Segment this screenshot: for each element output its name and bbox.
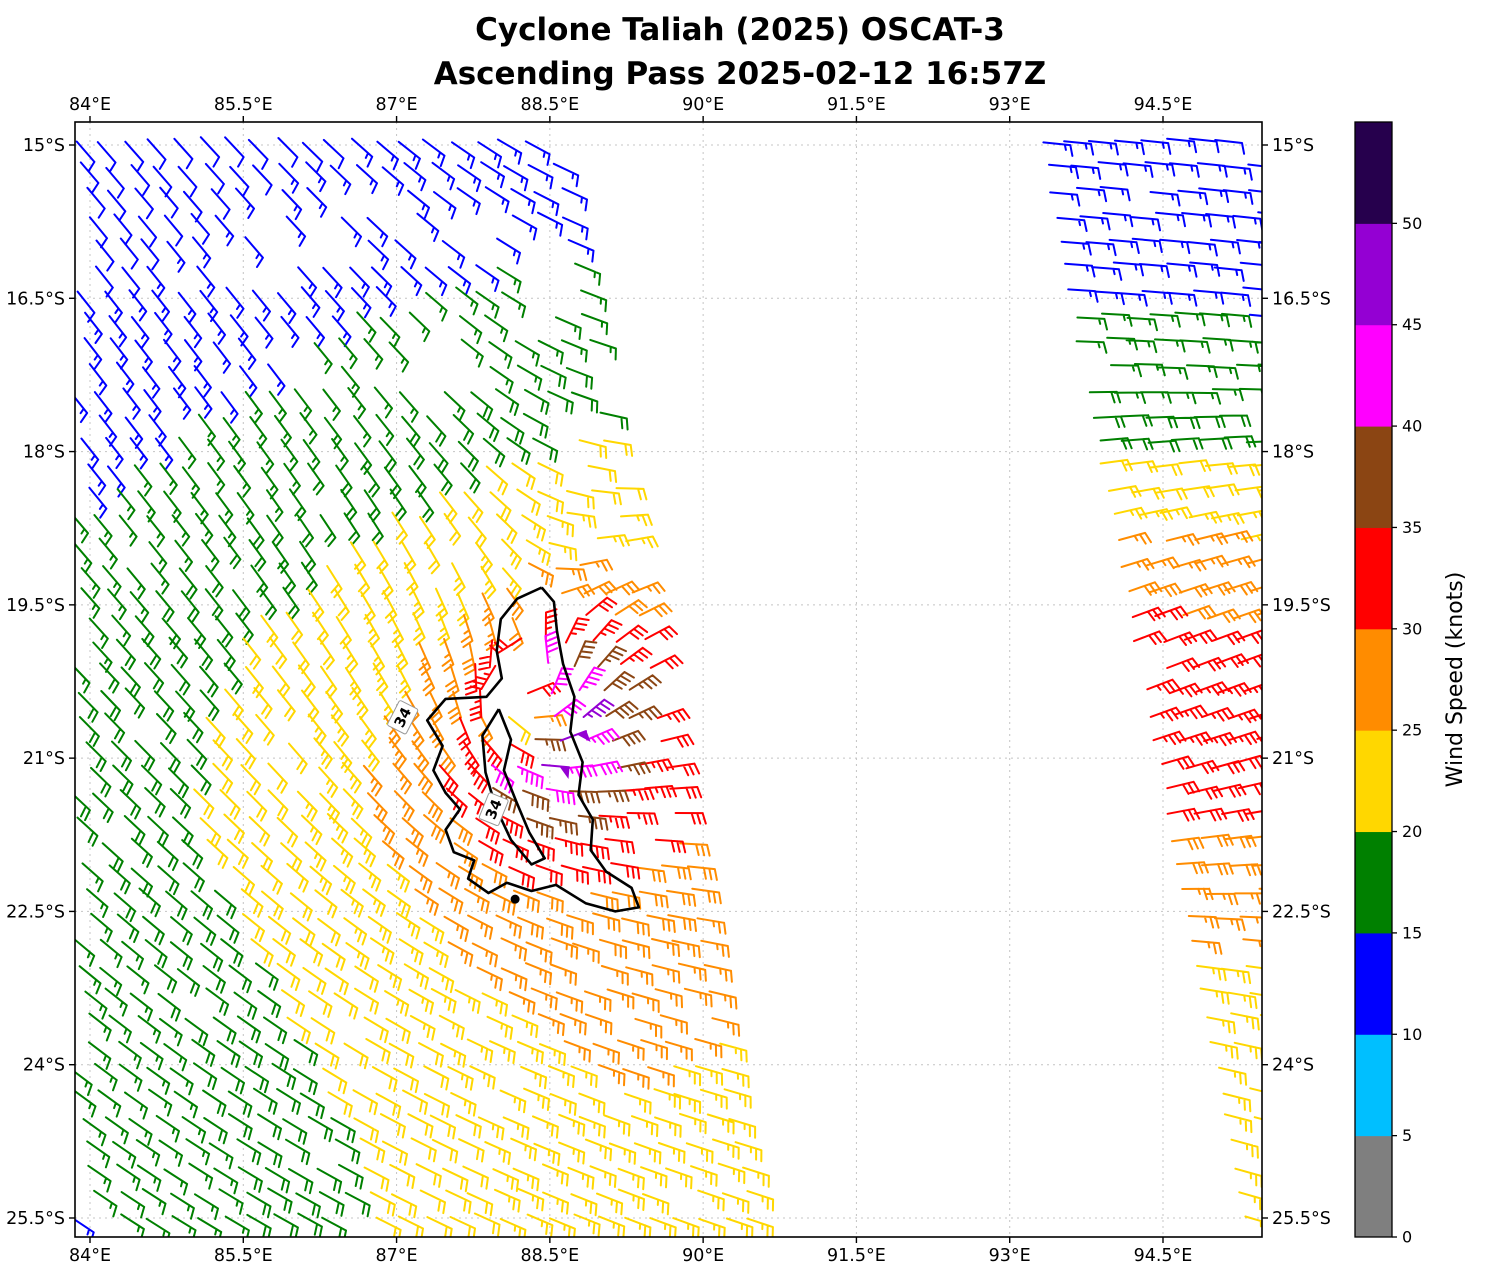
wind-barb-pennants-#9400D3 — [558, 730, 591, 779]
colorbar-tick-label: 50 — [1402, 214, 1422, 233]
y-tick-label-left: 22.5°S — [6, 902, 65, 922]
y-tick-label-right: 16.5°S — [1272, 289, 1331, 309]
wind-barbs-layer — [75, 136, 1262, 1237]
colorbar-bin — [1355, 324, 1392, 427]
y-tick-label-right: 18°S — [1272, 443, 1314, 463]
colorbar-bin — [1355, 628, 1392, 731]
axes-ticks-and-labels: 84°E 84°E 85.5°E 85.5°E 87°E 87°E 88.5°E 88.5°E… — [6, 95, 1331, 1266]
x-tick-label-bottom: 94.5°E — [1134, 1246, 1193, 1264]
x-tick-label-top: 90°E — [682, 95, 724, 115]
x-tick-label-top: 88.5°E — [520, 95, 579, 115]
axes-frame — [74, 121, 1263, 1238]
svg-text:34: 34 — [483, 797, 505, 822]
y-tick-label-left: 21°S — [23, 749, 65, 769]
colorbar: 0 5 10 15 20 25 30 35 40 45 50 Wind Speed (knots) — [1354, 121, 1468, 1247]
colorbar-tick-label: 5 — [1402, 1126, 1412, 1145]
chart-title-line1: Cyclone Taliah (2025) OSCAT-3 — [475, 12, 1005, 48]
x-tick-label-bottom: 85.5°E — [214, 1246, 273, 1264]
colorbar-bin — [1355, 426, 1392, 528]
colorbar-tick-label: 30 — [1402, 619, 1422, 638]
contour-34-outer — [425, 586, 641, 913]
x-tick-label-top: 85.5°E — [214, 95, 273, 115]
colorbar-tick-label: 20 — [1402, 822, 1422, 841]
colorbar-bin — [1355, 122, 1392, 224]
wind-barbs-#FF00FF — [491, 630, 624, 806]
contour-34-inner — [481, 708, 546, 866]
contour-label: 34 — [387, 700, 419, 735]
colorbar-bin — [1355, 932, 1392, 1035]
contour-blob — [510, 894, 520, 904]
colorbar-bin — [1355, 1135, 1392, 1238]
x-tick-label-top: 94.5°E — [1134, 95, 1193, 115]
colorbar-tick-label: 0 — [1402, 1228, 1412, 1247]
x-tick-label-bottom: 90°E — [682, 1246, 724, 1264]
y-tick-label-right: 21°S — [1272, 749, 1314, 769]
colorbar-tick-label: 25 — [1402, 721, 1422, 740]
colorbar-bin — [1355, 527, 1392, 630]
y-tick-label-right: 24°S — [1272, 1056, 1314, 1076]
y-tick-label-right: 25.5°S — [1272, 1209, 1331, 1229]
y-tick-label-left: 15°S — [23, 136, 65, 156]
colorbar-bin — [1355, 1034, 1392, 1137]
contour-layer: 34 34 — [387, 586, 641, 913]
chart-title-line2: Ascending Pass 2025-02-12 16:57Z — [434, 56, 1047, 92]
x-tick-label-top: 84°E — [69, 95, 111, 115]
colorbar-axis-label: Wind Speed (knots) — [1443, 572, 1468, 788]
grid-layer — [75, 122, 1262, 1237]
wind-barbs-#0000FF — [75, 136, 1262, 1237]
colorbar-tick-label: 45 — [1402, 315, 1422, 334]
x-tick-label-bottom: 84°E — [69, 1246, 111, 1264]
y-tick-label-right: 15°S — [1272, 136, 1314, 156]
y-tick-label-left: 16.5°S — [6, 289, 65, 309]
y-tick-label-left: 25.5°S — [6, 1209, 65, 1229]
y-tick-label-right: 19.5°S — [1272, 596, 1331, 616]
colorbar-tick-label: 35 — [1402, 518, 1422, 537]
colorbar-outline — [1354, 121, 1393, 1238]
x-tick-label-bottom: 88.5°E — [520, 1246, 579, 1264]
colorbar-tick-label: 15 — [1402, 923, 1422, 942]
contour-label: 34 — [478, 792, 509, 827]
x-tick-label-bottom: 93°E — [989, 1246, 1031, 1264]
wind-barbs-#FF0000 — [438, 596, 1262, 890]
x-tick-label-top: 87°E — [376, 95, 418, 115]
y-tick-label-right: 22.5°S — [1272, 902, 1331, 922]
x-tick-label-top: 93°E — [989, 95, 1031, 115]
x-tick-label-top: 91.5°E — [827, 95, 886, 115]
colorbar-bin — [1355, 730, 1392, 833]
plot-area: 34 34 84°E 84°E 85.5°E 85.5°E 87°E 87°E 88.5°E 88… — [6, 95, 1468, 1266]
wind-barbs-#8B4513 — [492, 640, 663, 840]
x-tick-label-bottom: 91.5°E — [827, 1246, 886, 1264]
wind-barbs-#FFD700 — [193, 439, 1262, 1237]
x-tick-label-bottom: 87°E — [376, 1246, 418, 1264]
colorbar-bin — [1355, 831, 1392, 934]
y-tick-label-left: 18°S — [23, 443, 65, 463]
colorbar-bin — [1355, 223, 1392, 326]
wind-barbs-#008000 — [75, 262, 1262, 1237]
y-tick-label-left: 24°S — [23, 1056, 65, 1076]
colorbar-tick-label: 40 — [1402, 417, 1422, 436]
colorbar-tick-label: 10 — [1402, 1025, 1422, 1044]
y-tick-label-left: 19.5°S — [6, 596, 65, 616]
